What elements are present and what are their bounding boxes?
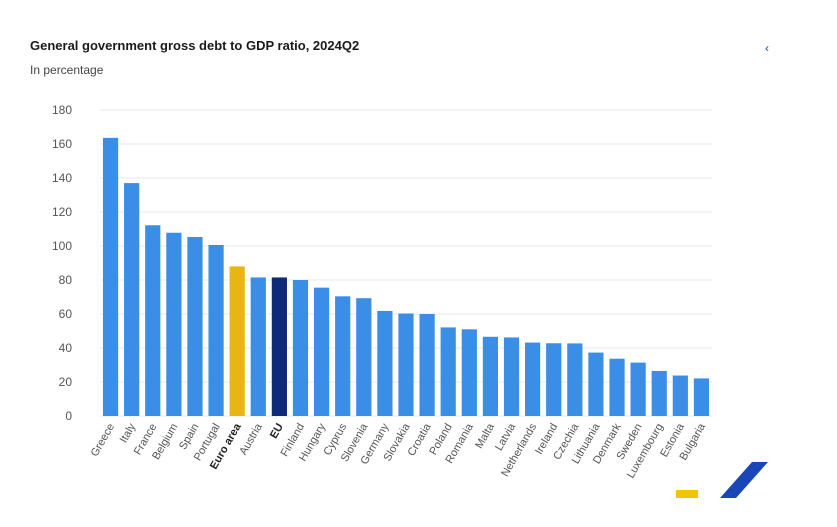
bar-euro-area[interactable] (229, 266, 245, 416)
bar-romania[interactable] (461, 329, 477, 416)
bar-luxembourg[interactable] (651, 370, 667, 416)
corner-decoration (676, 462, 768, 498)
bar-germany[interactable] (377, 310, 393, 416)
y-tick-label: 120 (52, 205, 72, 219)
bar-malta[interactable] (482, 336, 499, 416)
bar-slovenia[interactable] (356, 298, 372, 416)
x-axis: Greece ItalyFranceBelgiumSpainPortugalEur… (89, 421, 709, 481)
bar-slovakia[interactable] (398, 313, 414, 416)
bar-netherlands[interactable] (525, 342, 541, 416)
chart-subtitle: In percentage (30, 63, 104, 77)
y-tick-label: 180 (52, 103, 72, 117)
bar-lithuania[interactable] (588, 352, 604, 416)
share-icon[interactable]: ‹ (765, 41, 769, 55)
bar-sweden[interactable] (630, 362, 646, 416)
bar-czechia[interactable] (567, 343, 583, 416)
bar-portugal[interactable] (208, 244, 224, 416)
bar-austria[interactable] (250, 277, 266, 416)
decor-stripe-yellow (676, 490, 698, 498)
bar-france[interactable] (145, 225, 161, 416)
bar-finland[interactable] (292, 280, 309, 416)
chart-title: General government gross debt to GDP rat… (30, 38, 360, 53)
bar-bulgaria[interactable] (693, 378, 710, 416)
x-tick-label: Greece (89, 422, 117, 459)
y-axis: 0 20 40 60 80 100 120 140 160 180 (52, 103, 72, 423)
y-tick-label: 140 (52, 171, 72, 185)
bar-denmark[interactable] (609, 358, 625, 416)
bar-ireland[interactable] (546, 343, 562, 416)
bar-estonia[interactable] (672, 375, 688, 416)
bar-cyprus[interactable] (335, 296, 351, 416)
bars (102, 137, 710, 416)
y-tick-label: 80 (59, 273, 73, 287)
bar-italy[interactable] (124, 183, 140, 416)
y-tick-label: 40 (59, 341, 73, 355)
y-tick-label: 60 (59, 307, 73, 321)
bar-greece[interactable] (102, 137, 119, 416)
bar-latvia[interactable] (503, 337, 520, 416)
bar-spain[interactable] (187, 236, 203, 416)
bar-eu[interactable] (271, 277, 287, 416)
y-tick-label: 160 (52, 137, 72, 151)
bar-belgium[interactable] (166, 232, 182, 416)
bar-croatia[interactable] (419, 314, 435, 416)
x-tick-label: EU (268, 421, 286, 440)
bar-poland[interactable] (440, 327, 456, 416)
y-tick-label: 0 (65, 409, 72, 423)
y-tick-label: 100 (52, 239, 72, 253)
bar-hungary[interactable] (313, 287, 330, 416)
y-tick-label: 20 (59, 375, 73, 389)
decor-stripe-blue (720, 462, 768, 498)
x-tick-label: Italy (118, 421, 139, 445)
